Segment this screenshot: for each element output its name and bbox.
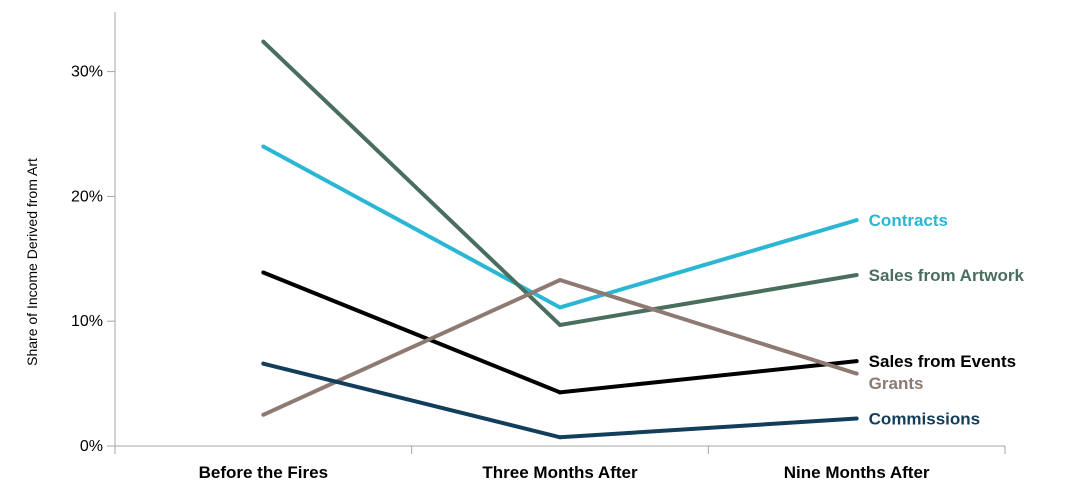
series-line-sales-from-artwork bbox=[261, 40, 857, 328]
data-point bbox=[558, 390, 562, 395]
data-point bbox=[261, 144, 266, 149]
plot-area: 0% 10% 20% 30% Before the Fires Three Months… bbox=[71, 12, 1024, 482]
series-line-contracts bbox=[262, 144, 858, 310]
data-point bbox=[854, 359, 859, 364]
y-tick-label: 10% bbox=[71, 313, 103, 330]
series-label: Commissions bbox=[869, 410, 980, 429]
data-point bbox=[854, 371, 859, 376]
data-point bbox=[854, 218, 859, 223]
data-point bbox=[261, 361, 266, 366]
data-point bbox=[261, 39, 266, 44]
y-axis-title: Share of Income Derived from Art bbox=[24, 158, 40, 366]
x-axis-ticks: Before the Fires Three Months After Nine M… bbox=[114, 446, 1006, 482]
y-tick-label: 0% bbox=[80, 438, 103, 455]
data-point bbox=[558, 305, 562, 310]
x-category-label: Three Months After bbox=[482, 463, 638, 482]
series-line-grants bbox=[262, 277, 858, 417]
series-label: Sales from Artwork bbox=[869, 266, 1025, 285]
data-point bbox=[261, 412, 266, 417]
y-axis-ticks: 0% 10% 20% 30% bbox=[71, 64, 115, 455]
series-label: Grants bbox=[869, 374, 924, 393]
series-label: Contracts bbox=[869, 211, 948, 230]
data-point bbox=[558, 322, 562, 327]
x-category-label: Before the Fires bbox=[199, 463, 328, 482]
data-point bbox=[854, 416, 859, 421]
x-category-label: Nine Months After bbox=[784, 463, 930, 482]
data-point bbox=[854, 273, 859, 278]
data-point bbox=[558, 435, 562, 440]
y-tick-label: 30% bbox=[71, 64, 103, 81]
series-lines bbox=[261, 39, 859, 440]
series-label: Sales from Events bbox=[869, 352, 1016, 371]
series-labels: Contracts Sales from Artwork Sales from Ev… bbox=[869, 211, 1025, 428]
data-point bbox=[558, 278, 562, 283]
data-point bbox=[261, 270, 266, 275]
y-tick-label: 20% bbox=[71, 188, 103, 205]
